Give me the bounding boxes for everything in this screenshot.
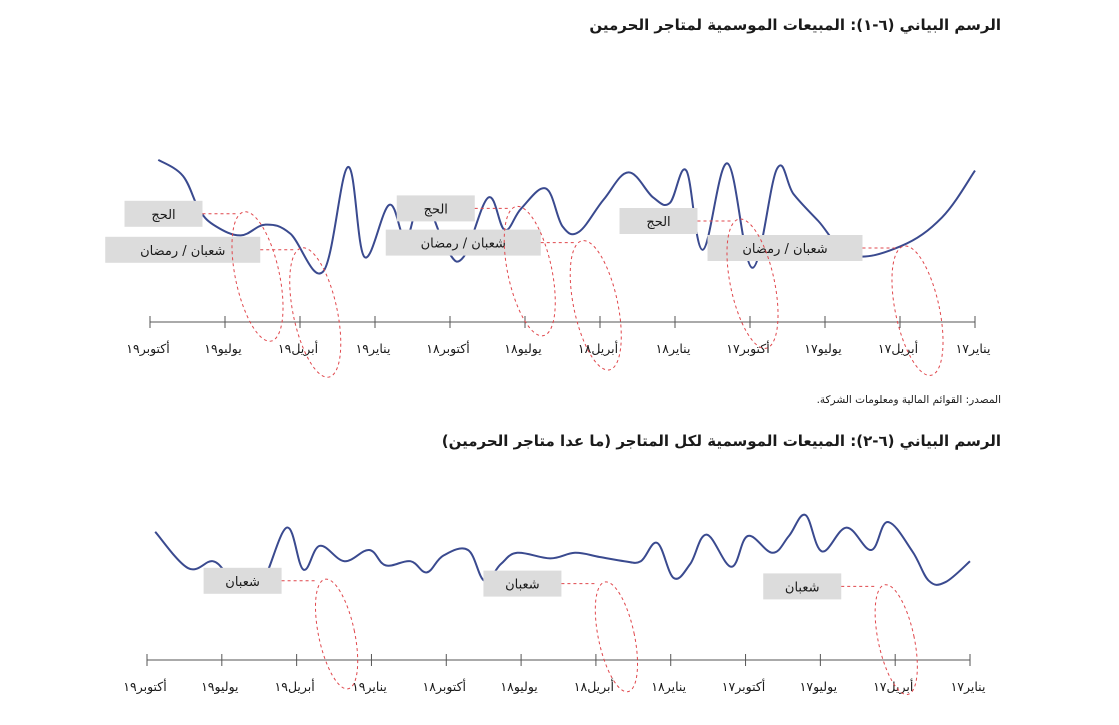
annotation: شعبان / رمضان [105, 236, 342, 378]
annotation-ellipse [314, 578, 359, 690]
annotation: شعبان [203, 567, 359, 690]
x-tick-label: أبريل١٩ [278, 340, 318, 357]
source-note: المصدر: القوائم المالية ومعلومات الشركة. [816, 394, 1001, 406]
annotation: الحج [124, 200, 284, 342]
x-tick-label: يناير١٧ [951, 679, 986, 695]
x-tick-label: يناير١٩ [352, 679, 387, 695]
x-tick-label: أكتوبر١٧ [726, 340, 769, 357]
annotation-box [707, 235, 863, 261]
annotation-ellipse [891, 245, 944, 376]
x-tick-label: أكتوبر١٨ [426, 340, 469, 357]
annotation-label: شعبان [785, 580, 820, 595]
annotation-label: الحج [646, 215, 670, 230]
annotation-box [385, 229, 541, 256]
x-tick-label: يوليو١٨ [504, 341, 542, 357]
x-tick-label: يناير١٨ [656, 341, 691, 357]
series-line [157, 158, 976, 275]
x-tick-label: أكتوبر١٨ [423, 678, 466, 695]
annotation: شعبان [483, 570, 639, 693]
x-tick-label: أبريل١٧ [878, 340, 918, 357]
chart-2-title: الرسم البياني (٦-٢): المبيعات الموسمية ل… [441, 432, 1001, 450]
annotation: الحج [619, 208, 779, 349]
x-tick-label: يوليو١٨ [500, 679, 538, 695]
annotation-box [483, 570, 562, 597]
annotation-ellipse [231, 211, 284, 342]
annotation-ellipse [569, 240, 622, 371]
annotation-label: الحج [424, 202, 448, 217]
annotation-box [619, 208, 698, 234]
x-tick-label: أبريل١٨ [574, 678, 614, 695]
annotation-label: شعبان [225, 575, 260, 590]
annotation-box [105, 236, 261, 263]
annotation-box [203, 567, 282, 594]
x-tick-label: أبريل١٩ [275, 678, 315, 695]
x-tick-label: أكتوبر١٩ [123, 678, 166, 695]
x-tick-label: يوليو١٩ [201, 679, 239, 695]
x-tick-label: أكتوبر١٩ [126, 340, 169, 357]
annotation-label: شعبان / رمضان [421, 237, 506, 252]
x-tick-label: أبريل١٨ [578, 340, 618, 357]
annotation-label: الحج [151, 208, 175, 223]
annotation-ellipse [503, 205, 556, 337]
x-tick-label: يوليو١٩ [204, 341, 242, 357]
annotation-box [763, 573, 842, 600]
chart-1-title: الرسم البياني (٦-١): المبيعات الموسمية ل… [589, 16, 1001, 34]
x-tick-label: أكتوبر١٧ [722, 678, 765, 695]
annotation-ellipse [289, 247, 342, 378]
annotation-ellipse [594, 581, 639, 693]
annotation: شعبان / رمضان [385, 229, 622, 371]
annotation: شعبان [763, 573, 918, 696]
annotation-box [396, 195, 475, 222]
x-tick-label: أبريل١٧ [873, 678, 913, 695]
annotation-label: شعبان / رمضان [140, 244, 225, 259]
annotation-box [124, 200, 203, 227]
x-tick-label: يناير١٧ [956, 341, 991, 357]
annotation-label: شعبان [505, 578, 540, 593]
chart-1-svg: يناير١٧ أبريل١٧ يوليو١٧ أكتوبر١٧ يناير١٨ أبري… [105, 158, 991, 378]
annotation: الحج [396, 195, 556, 337]
annotation-ellipse [726, 218, 779, 349]
x-tick-label: يوليو١٧ [804, 341, 842, 357]
annotation-ellipse [874, 584, 918, 696]
x-tick-label: يوليو١٧ [800, 679, 838, 695]
x-tick-label: يناير١٩ [356, 341, 391, 357]
series-line [154, 513, 971, 587]
x-tick-label: يناير١٨ [651, 679, 686, 695]
